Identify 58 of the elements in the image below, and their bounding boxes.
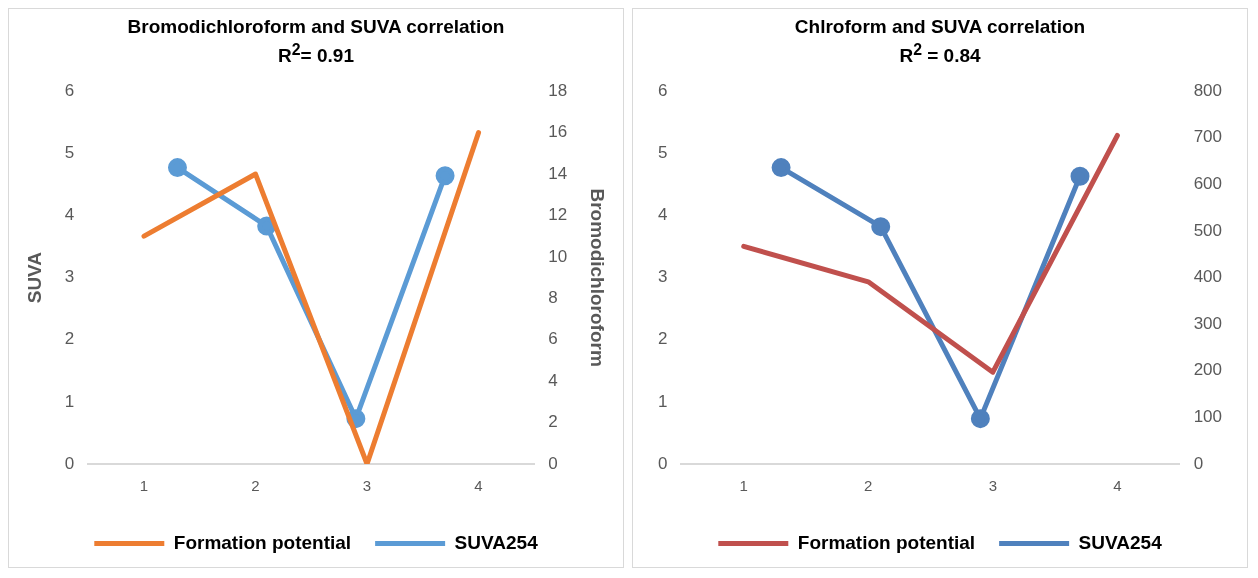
x-tick-label: 2 (251, 477, 260, 495)
y-tick-label: 2 (64, 329, 75, 349)
point (771, 158, 791, 178)
y-tick-label: 6 (657, 81, 668, 101)
x-tick-label: 4 (1113, 477, 1122, 495)
y2-tick-label: 14 (548, 164, 568, 184)
y-axis-title: SUVA (23, 251, 45, 304)
chart-subtitle: R$^{2}$ = 0.84 (898, 40, 982, 68)
y2-tick-label: 300 (1193, 314, 1223, 334)
x-tick-label: 2 (864, 477, 873, 495)
y2-tick-label: 18 (548, 81, 568, 101)
chart-title: Bromodichloroform and SUVA correlation (127, 15, 505, 38)
y2-tick-label: 500 (1193, 221, 1223, 241)
point (167, 158, 187, 178)
y-tick-label: 6 (64, 81, 75, 101)
y-tick-label: 4 (657, 205, 668, 225)
y-tick-label: 5 (657, 143, 668, 163)
y2-tick-label: 12 (548, 205, 568, 225)
chart-subtitle: R$^{2}$= 0.91 (277, 40, 355, 68)
y2-tick-label: 200 (1193, 360, 1223, 380)
point (435, 166, 455, 186)
y-tick-label: 3 (657, 267, 668, 287)
y2-tick-label: 10 (548, 246, 568, 266)
y2-tick-label: 4 (548, 371, 558, 391)
x-tick-label: 3 (988, 477, 997, 495)
y2-tick-label: 2 (548, 412, 558, 432)
point (1070, 167, 1090, 187)
x-tick-label: 1 (739, 477, 748, 495)
y2-axis-title: Bromodichloroform (587, 188, 609, 368)
y-tick-label: 5 (64, 143, 75, 163)
legend-label: SUVA254 (1078, 532, 1163, 554)
chart-title: Chlroform and SUVA correlation (794, 15, 1086, 38)
legend-label: SUVA254 (454, 532, 539, 554)
x-tick-label: 4 (474, 477, 483, 495)
y2-tick-label: 700 (1193, 127, 1223, 147)
y2-tick-label: 16 (548, 122, 568, 142)
point (871, 217, 891, 237)
x-tick-label: 3 (362, 477, 372, 495)
y2-tick-label: 0 (548, 454, 558, 474)
y-tick-label: 1 (64, 391, 75, 411)
x-tick-label: 1 (139, 477, 149, 495)
legend-label: Formation potential (173, 532, 352, 554)
y2-tick-label: 600 (1193, 174, 1223, 194)
y-tick-label: 0 (64, 454, 75, 474)
point (257, 216, 277, 236)
point (970, 409, 990, 429)
y2-tick-label: 6 (548, 329, 558, 349)
y2-tick-label: 800 (1193, 81, 1223, 101)
y-tick-label: 0 (657, 454, 668, 474)
y2-tick-label: 0 (1193, 454, 1204, 474)
y-tick-label: 1 (657, 391, 668, 411)
y2-tick-label: 400 (1193, 267, 1223, 287)
legend-label: Formation potential (797, 532, 976, 554)
y-tick-label: 4 (64, 205, 75, 225)
y-tick-label: 2 (657, 329, 668, 349)
y-tick-label: 3 (64, 267, 75, 287)
y2-tick-label: 100 (1193, 407, 1223, 427)
y2-tick-label: 8 (548, 288, 558, 308)
